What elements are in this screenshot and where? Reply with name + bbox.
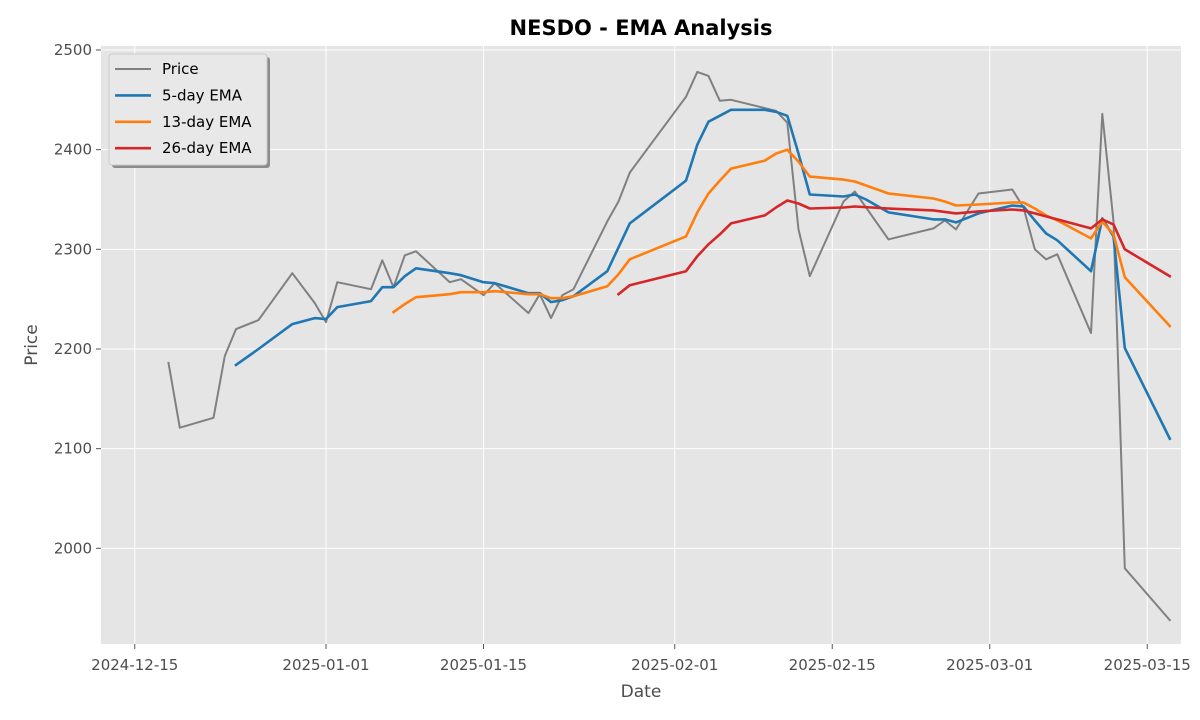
series-line-5-day-ema <box>234 108 1172 441</box>
legend-label: 26-day EMA <box>162 139 252 157</box>
y-tick-label: 2400 <box>54 141 92 159</box>
y-tick-label: 2100 <box>54 440 92 458</box>
x-tick-label: 2025-02-01 <box>631 656 718 674</box>
series-line-26-day-ema <box>616 199 1172 297</box>
legend-label: 5-day EMA <box>162 86 243 104</box>
x-tick-label: 2025-03-01 <box>946 656 1033 674</box>
y-tick-label: 2000 <box>54 539 92 557</box>
x-axis-ticks: 2024-12-15 2025-01-01 2025-01-15 2025-02-01… <box>91 644 1191 674</box>
plot-area <box>101 46 1181 644</box>
x-tick-label: 2025-01-15 <box>440 656 527 674</box>
legend-label: 13-day EMA <box>162 113 252 131</box>
legend-label: Price <box>162 60 199 78</box>
chart-title: NESDO - EMA Analysis <box>510 16 773 40</box>
grid-lines <box>101 46 1181 644</box>
x-tick-label: 2025-02-15 <box>789 656 876 674</box>
series-line-price <box>167 70 1172 622</box>
legend-box <box>108 53 268 166</box>
y-tick-label: 2500 <box>54 41 92 59</box>
x-tick-label: 2025-03-15 <box>1104 656 1191 674</box>
y-tick-label: 2300 <box>54 240 92 258</box>
x-axis-label: Date <box>621 682 662 702</box>
x-tick-label: 2024-12-15 <box>91 656 178 674</box>
y-tick-label: 2200 <box>54 340 92 358</box>
series-line-13-day-ema <box>391 148 1172 328</box>
y-axis-ticks: 2000 2100 2200 2300 2400 2500 <box>54 41 101 557</box>
x-tick-label: 2025-01-01 <box>282 656 369 674</box>
series-lines <box>167 70 1172 622</box>
legend: Price 5-day EMA 13-day EMA 26-day EMA <box>108 53 270 168</box>
y-axis-label: Price <box>22 324 42 365</box>
